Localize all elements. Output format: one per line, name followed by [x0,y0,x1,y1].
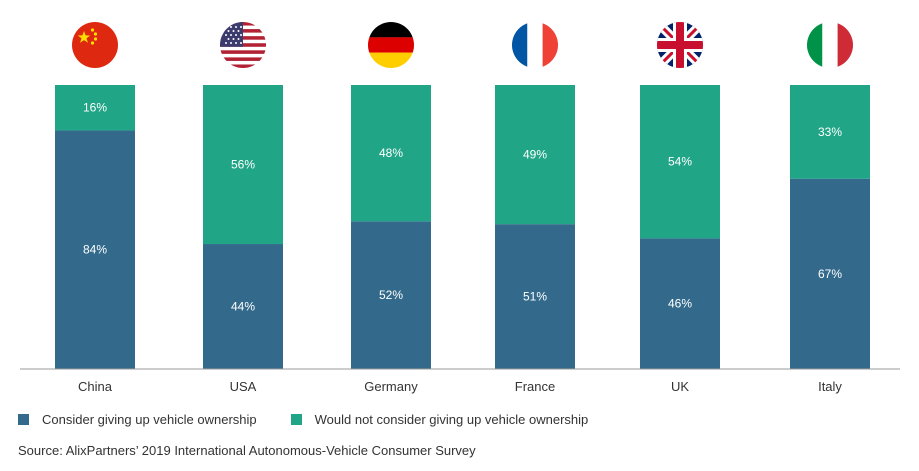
bar-segment-usa-would-not-consider [203,85,283,245]
legend-item-would-not-consider: Would not consider giving up vehicle own… [290,412,589,427]
bar-segment-china-consider [55,130,135,369]
italy-flag-icon [807,22,853,68]
uk-flag-icon [657,22,703,68]
data-label-germany-consider: 52% [379,288,403,302]
category-label-germany: Germany [364,379,418,394]
data-label-italy-would-not-consider: 33% [818,125,842,139]
legend-item-consider: Consider giving up vehicle ownership [18,412,257,427]
bar-segment-usa-consider [203,244,283,369]
data-label-france-would-not-consider: 49% [523,148,547,162]
bar-segment-china-would-not-consider [55,85,135,131]
category-label-uk: UK [671,379,689,394]
bar-segment-france-consider [495,224,575,369]
legend-label-would-not-consider: Would not consider giving up vehicle own… [314,412,589,427]
bar-segment-germany-would-not-consider [351,85,431,222]
legend-label-consider: Consider giving up vehicle ownership [42,412,257,427]
legend-swatch-consider [18,414,29,425]
data-label-usa-consider: 44% [231,300,255,314]
category-labels: China USA Germany France UK Italy [78,379,842,394]
bar-segment-uk-would-not-consider [640,85,720,239]
bar-segment-italy-consider [790,178,870,369]
category-label-usa: USA [230,379,257,394]
bar-segment-uk-consider [640,238,720,369]
bar-segment-germany-consider [351,221,431,369]
category-label-italy: Italy [818,379,842,394]
usa-flag-icon [220,22,266,68]
bar-segment-italy-would-not-consider [790,85,870,179]
data-label-germany-would-not-consider: 48% [379,146,403,160]
bar-segment-france-would-not-consider [495,85,575,225]
germany-flag-icon [368,22,414,68]
data-label-usa-would-not-consider: 56% [231,158,255,172]
bars-group: 84% 16% 44% 56% 52% 48% 51% 49% 46% 54% 67% 33% [55,85,870,369]
france-flag-icon [512,22,558,68]
data-label-uk-would-not-consider: 54% [668,155,692,169]
stacked-bar-chart: 84% 16% 44% 56% 52% 48% 51% 49% 46% 54% 67% 33% Chi… [20,22,900,394]
category-label-france: France [515,379,555,394]
china-flag-icon [72,22,118,68]
data-label-china-would-not-consider: 16% [83,101,107,115]
data-label-china-consider: 84% [83,243,107,257]
legend-swatch-would-not-consider [290,414,302,425]
data-label-italy-consider: 67% [818,267,842,281]
data-label-uk-consider: 46% [668,297,692,311]
category-label-china: China [78,379,113,394]
legend: Consider giving up vehicle ownership Wou… [18,412,622,427]
data-label-france-consider: 51% [523,290,547,304]
source-note: Source: AlixPartners’ 2019 International… [18,443,476,458]
